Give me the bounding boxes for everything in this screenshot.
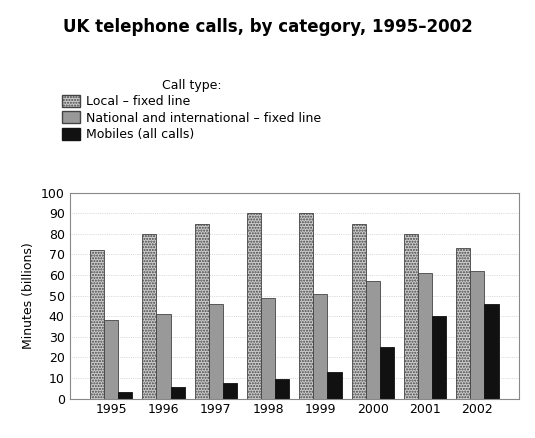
Bar — [118, 392, 132, 399]
Bar — [209, 304, 223, 399]
Bar — [380, 347, 394, 399]
Bar — [484, 304, 499, 399]
Bar — [275, 379, 289, 399]
Bar — [456, 248, 470, 399]
Bar — [90, 251, 104, 399]
Text: UK telephone calls, by category, 1995–2002: UK telephone calls, by category, 1995–20… — [63, 18, 472, 35]
Bar — [418, 273, 432, 399]
Bar — [365, 281, 380, 399]
Legend: Local – fixed line, National and international – fixed line, Mobiles (all calls): Local – fixed line, National and interna… — [60, 76, 324, 144]
Bar — [351, 224, 365, 399]
Bar — [404, 234, 418, 399]
Bar — [247, 213, 261, 399]
Bar — [171, 387, 185, 399]
Bar — [470, 271, 484, 399]
Bar — [195, 224, 209, 399]
Bar — [432, 316, 446, 399]
Bar — [314, 293, 327, 399]
Bar — [142, 234, 156, 399]
Y-axis label: Minutes (billions): Minutes (billions) — [22, 242, 35, 349]
Bar — [327, 372, 341, 399]
Bar — [299, 213, 314, 399]
Bar — [223, 383, 237, 399]
Bar — [261, 298, 275, 399]
Bar — [104, 320, 118, 399]
Bar — [156, 314, 171, 399]
